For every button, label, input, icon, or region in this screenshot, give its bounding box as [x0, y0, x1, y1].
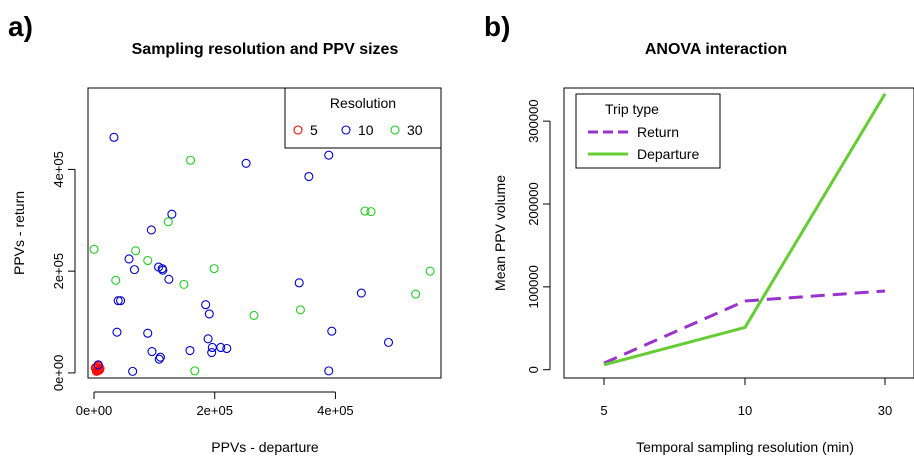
- scatter-point-res-10: [383, 337, 394, 347]
- scatter-point-res-30: [411, 289, 421, 299]
- scatter-point-res-10: [324, 366, 334, 376]
- scatter-point-res-10: [113, 296, 123, 306]
- scatter-legend-label-10: 10: [358, 122, 374, 138]
- scatter-point-res-10: [164, 274, 174, 284]
- scatter-point-res-30: [186, 155, 196, 165]
- scatter-point-res-10: [116, 296, 126, 306]
- scatter-point-res-5: [93, 366, 103, 376]
- line-title: ANOVA interaction: [645, 41, 787, 58]
- line-legend: Trip type Return Departure: [575, 93, 721, 169]
- scatter-point-res-30: [111, 275, 121, 285]
- scatter-point-res-30: [163, 217, 173, 227]
- scatter-point-res-30: [190, 366, 200, 376]
- scatter-point-res-10: [146, 225, 156, 235]
- scatter-plot-area: [87, 87, 442, 379]
- line-y-tick-label: 100000: [526, 265, 541, 308]
- scatter-point-res-30: [295, 305, 305, 315]
- scatter-x-tick-label: 2e+05: [196, 403, 233, 418]
- line-x-tick-label: 5: [600, 403, 607, 418]
- scatter-x-label: PPVs - departure: [211, 439, 319, 455]
- scatter-points: [89, 132, 435, 376]
- line-x-label: Temporal sampling resolution (min): [636, 439, 854, 455]
- scatter-y-tick-label: 0e+00: [51, 355, 66, 392]
- line-y-label: Mean PPV volume: [492, 175, 508, 291]
- scatter-point-res-10: [203, 334, 213, 344]
- scatter-plot-frame: [87, 87, 442, 379]
- scatter-legend-title: Resolution: [330, 95, 396, 111]
- scatter-point-res-10: [167, 209, 177, 219]
- scatter-point-res-10: [143, 328, 153, 338]
- scatter-point-res-10: [112, 327, 122, 337]
- line-plot-frame: [563, 87, 914, 379]
- scatter-point-res-10: [201, 300, 211, 310]
- scatter-point-res-10: [129, 265, 140, 275]
- scatter-legend-label-30: 30: [407, 122, 423, 138]
- panel-a-letter: a): [8, 11, 33, 42]
- scatter-y-tick-label: 4e+05: [51, 151, 66, 188]
- scatter-point-res-30: [366, 207, 376, 217]
- scatter-point-res-10: [124, 254, 134, 264]
- scatter-point-res-10: [154, 354, 164, 364]
- scatter-point-res-10: [109, 132, 119, 142]
- scatter-point-res-30: [249, 310, 259, 320]
- line-x-tick-label: 30: [878, 403, 892, 418]
- scatter-point-res-30: [143, 255, 153, 266]
- scatter-y-label: PPVs - return: [11, 191, 27, 275]
- scatter-legend: Resolution 5 10 30: [284, 87, 442, 149]
- scatter-point-res-10: [324, 150, 334, 160]
- scatter-point-res-10: [185, 345, 195, 356]
- scatter-point-res-30: [89, 244, 99, 254]
- scatter-point-res-10: [128, 366, 138, 376]
- scatter-point-res-10: [327, 326, 337, 336]
- scatter-point-res-10: [158, 265, 168, 275]
- scatter-point-res-30: [179, 279, 189, 289]
- scatter-x-tick-label: 4e+05: [317, 403, 354, 418]
- scatter-point-res-10: [207, 348, 217, 358]
- scatter-legend-marker-5: [293, 125, 303, 135]
- line-legend-title: Trip type: [605, 101, 659, 117]
- line-series-return: [603, 289, 886, 365]
- scatter-point-res-5: [90, 363, 100, 373]
- scatter-point-res-10: [294, 278, 304, 288]
- line-x-axis: 5 10 30: [600, 378, 892, 418]
- scatter-point-res-10: [155, 352, 165, 362]
- scatter-x-axis: 0e+00 2e+05 4e+05: [76, 391, 354, 418]
- scatter-point-res-30: [425, 266, 435, 276]
- line-legend-label-departure: Departure: [637, 146, 699, 162]
- scatter-point-res-10: [241, 158, 251, 168]
- scatter-y-tick-label: 2e+05: [51, 253, 66, 290]
- line-series: [603, 93, 887, 367]
- line-y-tick-label: 300000: [526, 99, 541, 142]
- scatter-point-res-30: [131, 246, 141, 256]
- scatter-point-res-10: [147, 346, 157, 357]
- scatter-point-res-10: [304, 171, 314, 182]
- line-y-tick-label: 0: [526, 366, 541, 373]
- panel-b-letter: b): [484, 11, 510, 42]
- scatter-y-axis: 0e+00 2e+05 4e+05: [51, 151, 76, 392]
- line-series-departure: [603, 93, 887, 367]
- scatter-point-res-30: [360, 206, 370, 216]
- scatter-point-res-30: [209, 264, 219, 274]
- scatter-point-res-10: [93, 360, 103, 370]
- line-y-tick-label: 200000: [526, 182, 541, 225]
- scatter-legend-label-5: 5: [310, 122, 318, 138]
- scatter-point-res-10: [222, 343, 232, 354]
- scatter-x-tick-label: 0e+00: [76, 403, 113, 418]
- scatter-legend-box: [284, 87, 442, 149]
- line-legend-label-return: Return: [637, 124, 679, 140]
- scatter-point-res-10: [207, 342, 217, 353]
- scatter-point-res-10: [204, 309, 214, 319]
- scatter-title: Sampling resolution and PPV sizes: [132, 41, 399, 58]
- scatter-point-res-10: [356, 288, 366, 298]
- line-y-axis: 0 100000 200000 300000: [526, 99, 551, 373]
- line-legend-box: [575, 93, 721, 169]
- scatter-legend-marker-10: [341, 125, 351, 135]
- line-x-tick-label: 10: [738, 403, 752, 418]
- scatter-legend-marker-30: [390, 125, 400, 135]
